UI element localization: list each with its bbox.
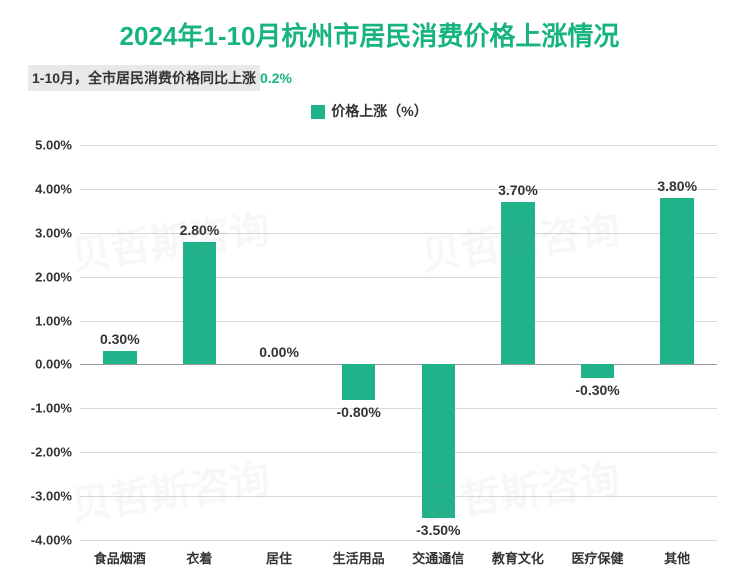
subtitle-box: 1-10月，全市居民消费价格同比上涨 <box>28 65 260 91</box>
bar-value-label: 0.00% <box>259 344 299 360</box>
y-tick-label: -3.00% <box>31 489 80 504</box>
x-tick-label: 教育文化 <box>492 540 544 567</box>
gridline <box>80 277 717 278</box>
y-tick-label: -1.00% <box>31 401 80 416</box>
y-tick-label: 2.00% <box>35 269 80 284</box>
x-tick-label: 居住 <box>266 540 292 567</box>
y-tick-label: -4.00% <box>31 533 80 548</box>
bar <box>422 364 455 518</box>
bar-value-label: 3.70% <box>498 182 538 198</box>
chart-area: -4.00%-3.00%-2.00%-1.00%0.00%1.00%2.00%3… <box>80 145 717 540</box>
x-tick-label: 生活用品 <box>333 540 385 567</box>
bar <box>183 242 216 365</box>
x-tick-label: 医疗保健 <box>572 540 624 567</box>
bar-value-label: 3.80% <box>657 178 697 194</box>
subtitle-row: 1-10月，全市居民消费价格同比上涨 0.2% <box>28 65 739 91</box>
gridline <box>80 364 717 365</box>
bar-value-label: -0.80% <box>337 404 381 420</box>
chart-title: 2024年1-10月杭州市居民消费价格上涨情况 <box>0 0 739 53</box>
legend: 价格上涨（%） <box>0 101 739 121</box>
bar <box>501 202 534 364</box>
legend-label: 价格上涨（%） <box>331 103 427 119</box>
y-tick-label: 1.00% <box>35 313 80 328</box>
gridline <box>80 496 717 497</box>
subtitle-accent: 0.2% <box>260 70 292 86</box>
bar-value-label: 0.30% <box>100 331 140 347</box>
y-tick-label: 5.00% <box>35 138 80 153</box>
y-tick-label: 4.00% <box>35 181 80 196</box>
bar-value-label: -0.30% <box>575 382 619 398</box>
gridline <box>80 145 717 146</box>
y-tick-label: 3.00% <box>35 225 80 240</box>
plot: -4.00%-3.00%-2.00%-1.00%0.00%1.00%2.00%3… <box>80 145 717 540</box>
bar-value-label: 2.80% <box>180 222 220 238</box>
bar-value-label: -3.50% <box>416 522 460 538</box>
bar <box>660 198 693 365</box>
gridline <box>80 189 717 190</box>
bar <box>342 364 375 399</box>
gridline <box>80 452 717 453</box>
gridline <box>80 233 717 234</box>
x-tick-label: 食品烟酒 <box>94 540 146 567</box>
y-tick-label: -2.00% <box>31 445 80 460</box>
y-tick-label: 0.00% <box>35 357 80 372</box>
bar <box>581 364 614 377</box>
x-tick-label: 衣着 <box>186 540 212 567</box>
x-tick-label: 其他 <box>664 540 690 567</box>
bar <box>103 351 136 364</box>
gridline <box>80 408 717 409</box>
x-tick-label: 交通通信 <box>412 540 464 567</box>
gridline <box>80 321 717 322</box>
legend-swatch <box>311 105 325 119</box>
